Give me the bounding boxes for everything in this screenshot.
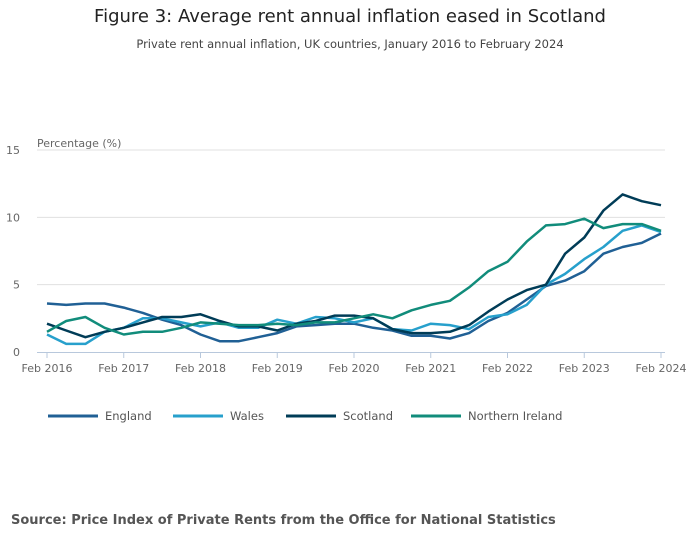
series-line-wales: [46, 224, 662, 346]
x-tick-label: Feb 2016: [22, 362, 73, 375]
x-tick-label: Feb 2017: [98, 362, 149, 375]
x-tick-label: Feb 2018: [175, 362, 226, 375]
line-chart: Percentage (%) 0 5 10 15 Feb 2016 Feb 2017 Feb…: [6, 137, 687, 423]
source-note: Source: Price Index of Private Rents fro…: [11, 513, 556, 528]
legend-label: Scotland: [343, 409, 393, 423]
series-line-northern-ireland: [46, 217, 662, 336]
x-tick-label: Feb 2024: [636, 362, 687, 375]
legend-label: Northern Ireland: [468, 409, 562, 423]
y-axis-label: Percentage (%): [37, 137, 121, 150]
series-line-scotland: [46, 193, 662, 339]
chart-subtitle: Private rent annual inflation, UK countr…: [136, 37, 564, 51]
chart-title: Figure 3: Average rent annual inflation …: [94, 6, 606, 27]
x-tick-label: Feb 2022: [482, 362, 533, 375]
x-tick-label: Feb 2023: [559, 362, 610, 375]
x-tick-label: Feb 2020: [329, 362, 380, 375]
y-tick-label: 15: [6, 144, 20, 157]
y-tick-label: 10: [6, 211, 20, 224]
legend-label: England: [105, 409, 152, 423]
legend-label: Wales: [230, 409, 264, 423]
y-tick-label: 0: [13, 346, 20, 359]
y-tick-label: 5: [13, 279, 20, 292]
x-tick-label: Feb 2019: [252, 362, 303, 375]
series-line-england: [46, 232, 662, 343]
x-tick-label: Feb 2021: [405, 362, 456, 375]
